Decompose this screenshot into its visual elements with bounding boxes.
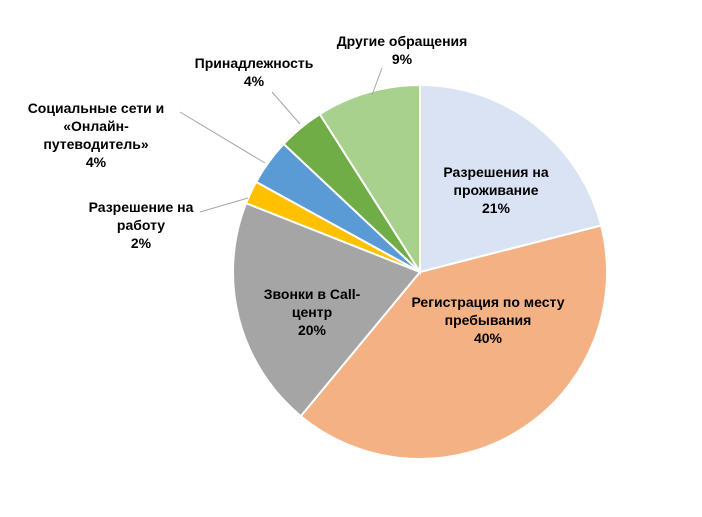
category-label: Другие обращения — [336, 33, 468, 49]
value-label: 4% — [85, 154, 107, 170]
category-label: Принадлежность — [194, 55, 314, 71]
leader-line — [371, 67, 383, 96]
pie-slice — [419, 83, 603, 274]
leader-line — [271, 91, 301, 125]
slice-label: Социальные сети и «Онлайн-путеводитель» 4… — [11, 99, 181, 171]
slice-label: Другие обращения 9% — [317, 32, 487, 68]
slice-label: Разрешение на работу 2% — [76, 198, 206, 252]
pie-slice — [299, 224, 608, 460]
value-label: 20% — [297, 322, 327, 338]
value-label: 40% — [473, 330, 503, 346]
slice-label: Принадлежность 4% — [179, 54, 329, 90]
pie-slice — [232, 201, 422, 418]
category-label: Социальные сети и «Онлайн-путеводитель» — [27, 100, 165, 152]
pie-slice — [318, 83, 421, 276]
leader-line — [179, 111, 266, 164]
slice-label: Звонки в Call-центр 20% — [247, 285, 377, 339]
category-label: Звонки в Call-центр — [263, 286, 361, 320]
category-label: Разрешение на работу — [88, 199, 194, 233]
value-label: 4% — [243, 73, 265, 89]
slice-label: Разрешения на проживание 21% — [426, 163, 566, 217]
value-label: 21% — [481, 200, 511, 216]
category-label: Регистрация по месту пребывания — [411, 294, 565, 328]
category-label: Разрешения на проживание — [443, 164, 549, 198]
leader-line — [199, 197, 249, 213]
slice-label: Регистрация по месту пребывания 40% — [403, 293, 573, 347]
value-label: 2% — [130, 235, 152, 251]
value-label: 9% — [391, 51, 413, 67]
